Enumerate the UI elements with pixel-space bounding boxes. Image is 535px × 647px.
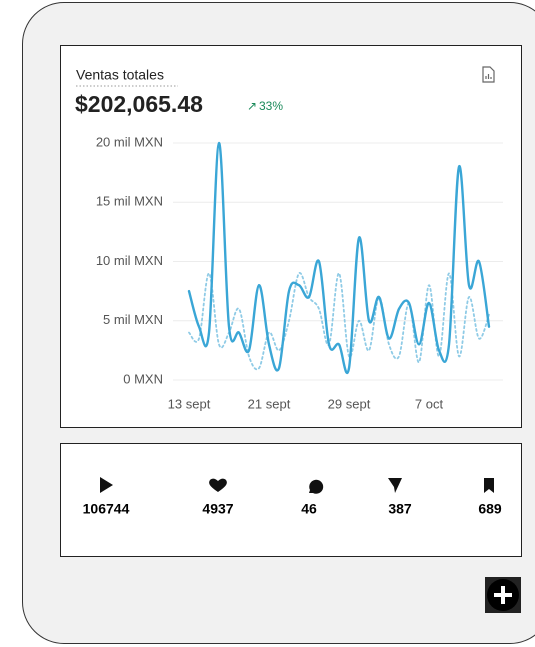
y-tick-label: 20 mil MXN: [96, 134, 163, 149]
y-tick-label: 10 mil MXN: [96, 253, 163, 268]
stat: 387: [388, 501, 412, 517]
series-line: [187, 141, 491, 374]
add-button[interactable]: [485, 577, 521, 613]
x-tick-label: 13 sept: [168, 396, 211, 411]
heart-icon: [209, 478, 227, 492]
y-tick-label: 0 MXN: [123, 371, 163, 386]
change-arrow: ↗: [247, 99, 257, 113]
total: $202,065.48: [75, 91, 203, 117]
stat: 4937: [202, 501, 233, 517]
title: Ventas totales: [76, 67, 164, 83]
series-line: [188, 272, 490, 371]
play-icon: [100, 477, 113, 493]
stats: 106744 4937 46 387 689: [83, 477, 502, 517]
comment-icon: [309, 479, 324, 494]
sales-card: Ventas totales $202,065.48 ↗ 33% 0 MXN 5 …: [60, 45, 522, 428]
y-tick-label: 15 mil MXN: [96, 194, 163, 209]
stat: 46: [301, 501, 317, 517]
change: 33%: [259, 99, 283, 113]
send-icon: [388, 478, 402, 493]
x-tick-label: 29 sept: [328, 396, 371, 411]
stat: 106744: [83, 501, 130, 517]
y-tick-label: 5 mil MXN: [103, 312, 163, 327]
stats-card: 106744 4937 46 387 689: [60, 443, 522, 557]
bookmark-icon: [484, 478, 494, 493]
stat: 689: [478, 501, 502, 517]
x-tick-label: 7 oct: [415, 396, 444, 411]
report-icon: [482, 66, 495, 83]
chart: Ventas totales $202,065.48 ↗ 33% 0 MXN 5 …: [75, 66, 503, 411]
x-tick-label: 21 sept: [248, 396, 291, 411]
